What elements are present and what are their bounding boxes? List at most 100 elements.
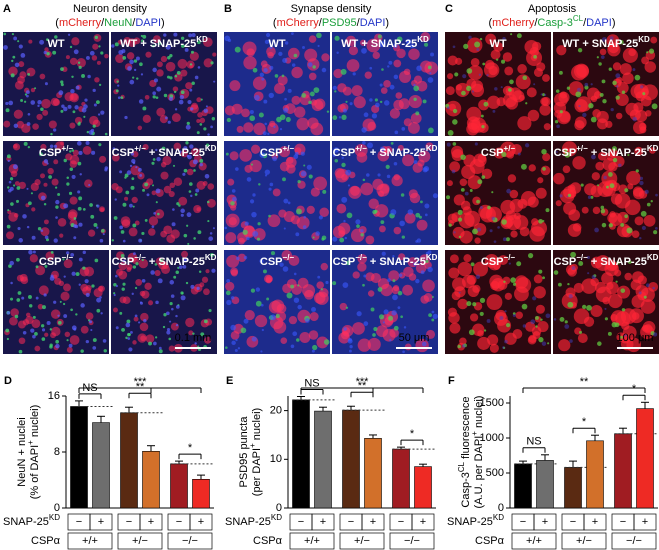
cell-blob xyxy=(457,217,463,222)
cell-blob xyxy=(132,76,135,79)
cell-blob xyxy=(269,120,276,127)
cell-blob xyxy=(341,114,347,120)
cell-blob xyxy=(124,196,129,201)
cell-blob xyxy=(66,251,70,255)
cell-blob xyxy=(3,120,11,128)
cell-blob xyxy=(273,125,276,128)
cell-blob xyxy=(293,272,297,276)
cell-blob xyxy=(348,337,352,342)
cell-blob xyxy=(403,266,414,278)
cell-blob xyxy=(413,97,417,101)
cell-blob xyxy=(316,336,329,349)
cell-blob xyxy=(96,308,101,313)
cell-blob xyxy=(255,287,261,292)
cell-blob xyxy=(21,296,25,300)
significance-label: ** xyxy=(358,380,367,392)
text-part: −/− xyxy=(355,253,367,262)
cell-blob xyxy=(317,275,321,279)
cell-blob xyxy=(264,39,270,44)
cell-blob xyxy=(27,201,32,206)
cell-blob xyxy=(517,152,521,156)
table-cell-text: + xyxy=(592,516,598,528)
cell-blob xyxy=(541,341,547,346)
cell-blob xyxy=(608,67,612,71)
cell-blob xyxy=(79,266,90,277)
cell-blob xyxy=(620,223,625,227)
cell-blob xyxy=(308,330,319,340)
text-part: KD xyxy=(647,253,659,262)
cell-blob xyxy=(269,65,274,70)
cell-blob xyxy=(302,225,307,229)
cell-blob xyxy=(140,73,144,76)
cell-blob xyxy=(14,62,20,68)
cell-blob xyxy=(178,150,182,154)
cell-blob xyxy=(527,109,540,122)
text-part: −/− xyxy=(283,253,295,262)
cell-blob xyxy=(19,273,28,282)
cell-blob xyxy=(263,99,268,104)
cell-blob xyxy=(268,187,272,191)
cell-blob xyxy=(615,112,623,120)
cell-blob xyxy=(615,73,621,79)
cell-blob xyxy=(267,132,270,136)
cell-blob xyxy=(189,63,193,66)
panel-letter: F xyxy=(448,375,455,387)
text-part: / xyxy=(101,17,105,29)
cell-blob xyxy=(507,87,512,92)
cell-blob xyxy=(263,269,267,274)
cell-blob xyxy=(156,61,163,68)
cell-blob xyxy=(94,35,99,40)
cell-blob xyxy=(505,323,511,328)
cell-blob xyxy=(53,128,57,132)
cell-blob xyxy=(142,106,147,111)
cell-blob xyxy=(515,311,523,319)
cell-blob xyxy=(513,215,529,230)
cell-blob xyxy=(357,262,367,272)
cell-blob xyxy=(343,219,346,223)
cell-blob xyxy=(639,237,642,240)
cell-blob xyxy=(180,150,188,158)
cell-blob xyxy=(556,45,567,56)
cell-blob xyxy=(282,266,289,272)
cell-blob xyxy=(94,258,99,263)
cell-blob xyxy=(12,55,16,59)
significance-label: NS xyxy=(304,377,319,389)
cell-blob xyxy=(564,320,568,324)
cell-blob xyxy=(80,325,89,334)
cell-blob xyxy=(111,239,115,242)
cell-blob xyxy=(352,271,360,279)
cell-blob xyxy=(392,294,398,301)
cell-blob xyxy=(377,287,383,292)
table-cell xyxy=(339,532,385,550)
text-part: CSP xyxy=(333,147,356,159)
table-cell-text: + xyxy=(198,516,204,528)
cell-blob xyxy=(39,73,46,80)
cell-blob xyxy=(628,260,632,264)
cell-blob xyxy=(392,254,395,258)
cell-blob xyxy=(393,43,398,48)
cell-blob xyxy=(365,272,375,282)
cell-blob xyxy=(168,337,172,341)
cell-blob xyxy=(173,142,182,151)
cell-blob xyxy=(156,86,162,92)
significance-bracket xyxy=(400,439,424,446)
error-bar xyxy=(319,406,327,412)
cell-blob xyxy=(406,39,412,45)
cell-blob xyxy=(180,291,184,295)
text-part: KD xyxy=(205,144,217,153)
cell-blob xyxy=(77,61,81,64)
cell-blob xyxy=(356,311,362,317)
cell-blob xyxy=(461,164,476,179)
panel-letter: A xyxy=(3,3,11,15)
cell-blob xyxy=(186,212,192,218)
text-part: Casp-3 xyxy=(460,472,472,507)
cell-blob xyxy=(29,304,33,308)
cell-blob xyxy=(401,235,405,239)
cell-blob xyxy=(607,331,612,336)
cell-blob xyxy=(76,58,86,68)
cell-blob xyxy=(82,207,86,211)
cell-blob xyxy=(31,319,41,329)
cell-blob xyxy=(133,68,137,72)
stain-legend: (mCherry/Casp-3CL/DAPI) xyxy=(488,14,615,29)
cell-blob xyxy=(80,303,85,308)
